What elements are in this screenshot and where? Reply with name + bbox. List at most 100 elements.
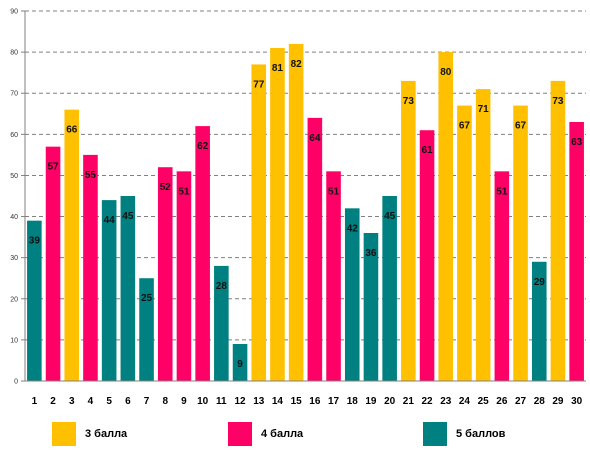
- bar-4: [83, 154, 98, 381]
- x-tick-label-24: 24: [459, 396, 471, 407]
- bar-19: [363, 233, 379, 381]
- data-label-19: 36: [365, 248, 377, 259]
- axes: [24, 11, 586, 382]
- data-label-23: 80: [440, 67, 452, 78]
- data-label-12: 9: [237, 359, 243, 370]
- y-axis-ticks: 0 10 20 30 40 50 60 70 80 90: [10, 9, 25, 386]
- bar-7: [139, 278, 154, 381]
- x-tick-label-2: 2: [50, 396, 56, 407]
- y-tick-label-30: 30: [10, 255, 18, 262]
- data-label-5: 44: [104, 215, 116, 226]
- bar-14: [270, 48, 285, 381]
- bar-24: [457, 105, 472, 382]
- bar-1: [27, 220, 42, 381]
- x-tick-label-28: 28: [534, 396, 546, 407]
- x-tick-label-17: 17: [328, 396, 340, 407]
- data-label-13: 77: [253, 79, 265, 90]
- x-tick-label-14: 14: [272, 396, 284, 407]
- x-tick-label-21: 21: [403, 396, 415, 407]
- data-label-29: 73: [552, 96, 564, 107]
- bar-25: [475, 89, 491, 381]
- x-tick-label-8: 8: [162, 396, 168, 407]
- x-tick-label-13: 13: [253, 396, 265, 407]
- bar-11: [214, 265, 229, 381]
- data-label-4: 55: [85, 170, 97, 181]
- data-label-10: 62: [197, 141, 209, 152]
- legend-item-5: 5 баллов: [423, 422, 505, 446]
- bar-3: [64, 109, 80, 382]
- data-label-27: 67: [515, 121, 527, 132]
- bar-17: [326, 171, 341, 381]
- bar-15: [288, 43, 304, 382]
- bar-27: [513, 105, 528, 382]
- data-label-1: 39: [29, 236, 41, 247]
- bar-20: [382, 196, 397, 381]
- x-tick-label-15: 15: [291, 396, 303, 407]
- bar-21: [401, 80, 416, 381]
- x-tick-label-16: 16: [309, 396, 321, 407]
- x-tick-label-1: 1: [32, 396, 38, 407]
- x-tick-label-11: 11: [216, 396, 227, 407]
- legend-label-3: 3 балла: [85, 428, 128, 440]
- bar-18: [344, 208, 360, 381]
- legend-item-4: 4 балла: [228, 422, 303, 446]
- bar-6: [120, 196, 136, 381]
- data-label-14: 81: [272, 63, 284, 74]
- x-tick-label-12: 12: [234, 396, 246, 407]
- x-tick-label-3: 3: [69, 396, 75, 407]
- data-label-3: 66: [66, 125, 78, 136]
- y-tick-label-40: 40: [10, 214, 18, 221]
- legend-swatch-3: [52, 422, 76, 446]
- x-tick-label-18: 18: [347, 396, 359, 407]
- data-label-28: 29: [534, 277, 546, 288]
- x-tick-label-29: 29: [552, 396, 564, 407]
- bar-22: [419, 130, 435, 381]
- legend-label-4: 4 балла: [261, 428, 304, 440]
- bar-29: [550, 80, 566, 381]
- data-label-15: 82: [291, 59, 303, 70]
- bar-9: [176, 171, 192, 381]
- y-tick-label-70: 70: [10, 91, 18, 98]
- data-label-30: 63: [571, 137, 583, 148]
- data-label-7: 25: [141, 293, 153, 304]
- data-label-2: 57: [47, 162, 59, 173]
- data-label-20: 45: [384, 211, 396, 222]
- bar-8: [157, 167, 173, 381]
- y-tick-label-60: 60: [10, 132, 18, 139]
- data-label-25: 71: [478, 104, 490, 115]
- data-label-26: 51: [496, 186, 508, 197]
- bar-28: [531, 261, 547, 381]
- bar-13: [251, 64, 267, 381]
- x-tick-label-22: 22: [421, 396, 433, 407]
- data-label-16: 64: [309, 133, 321, 144]
- data-label-8: 52: [160, 182, 172, 193]
- x-tick-label-4: 4: [88, 396, 94, 407]
- x-tick-label-7: 7: [144, 396, 150, 407]
- legend: 3 балла 4 балла 5 баллов: [0, 422, 590, 452]
- x-tick-label-26: 26: [496, 396, 508, 407]
- x-tick-label-27: 27: [515, 396, 527, 407]
- y-tick-label-50: 50: [10, 173, 18, 180]
- data-label-24: 67: [459, 121, 471, 132]
- x-tick-label-20: 20: [384, 396, 396, 407]
- data-labels: 39 57 66 55 44 45 25 52 51 62 28 9 77 81 82 64 51 42 36 45 7…: [29, 59, 583, 370]
- data-label-9: 51: [178, 186, 190, 197]
- x-tick-label-6: 6: [125, 396, 131, 407]
- data-label-18: 42: [347, 223, 359, 234]
- x-tick-label-23: 23: [440, 396, 452, 407]
- legend-item-3: 3 балла: [52, 422, 127, 446]
- y-tick-label-90: 90: [10, 9, 18, 16]
- y-tick-label-10: 10: [10, 337, 18, 344]
- data-label-11: 28: [216, 281, 228, 292]
- x-axis-ticks: 1 2 3 4 5 6 7 8 9 10 11 12 13 14 15 16 17 18 19 20 21 22 23 24 2…: [32, 396, 583, 407]
- gridlines: [25, 10, 586, 341]
- bar-10: [195, 126, 210, 381]
- x-tick-label-10: 10: [197, 396, 209, 407]
- x-tick-label-25: 25: [478, 396, 490, 407]
- data-label-21: 73: [403, 96, 415, 107]
- bars: [27, 43, 584, 382]
- x-tick-label-9: 9: [181, 396, 187, 407]
- x-tick-label-19: 19: [365, 396, 377, 407]
- legend-swatch-4: [228, 422, 252, 446]
